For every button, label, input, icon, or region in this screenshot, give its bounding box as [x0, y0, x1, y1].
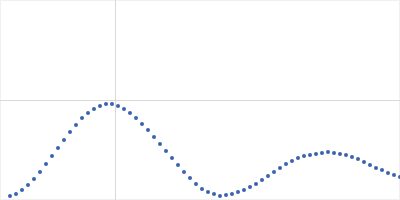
- point: [254, 182, 258, 186]
- point: [356, 157, 360, 161]
- point: [170, 156, 174, 160]
- point: [290, 159, 294, 163]
- point: [164, 149, 168, 153]
- point: [398, 175, 400, 179]
- point: [176, 163, 180, 167]
- point: [362, 160, 366, 164]
- point: [98, 104, 102, 108]
- point: [26, 183, 30, 187]
- point: [386, 171, 390, 175]
- point: [110, 102, 114, 106]
- point: [374, 166, 378, 170]
- point: [308, 153, 312, 157]
- point: [272, 170, 276, 174]
- point: [260, 178, 264, 182]
- point: [392, 173, 396, 177]
- point: [8, 194, 12, 198]
- point: [326, 150, 330, 154]
- point: [380, 168, 384, 172]
- point: [50, 154, 54, 158]
- point: [200, 187, 204, 191]
- point: [236, 190, 240, 194]
- point: [278, 166, 282, 170]
- point: [242, 188, 246, 192]
- point: [332, 151, 336, 155]
- point: [302, 154, 306, 158]
- point: [266, 174, 270, 178]
- point: [350, 155, 354, 159]
- points: [8, 102, 400, 198]
- point: [296, 156, 300, 160]
- point: [188, 176, 192, 180]
- point: [128, 111, 132, 115]
- plot-frame: [1, 1, 400, 200]
- point: [80, 116, 84, 120]
- point: [194, 182, 198, 186]
- point: [122, 107, 126, 111]
- point: [338, 152, 342, 156]
- point: [248, 185, 252, 189]
- point: [152, 135, 156, 139]
- point: [158, 142, 162, 146]
- point: [92, 107, 96, 111]
- point: [68, 130, 72, 134]
- point: [44, 162, 48, 166]
- point: [206, 190, 210, 194]
- point: [284, 162, 288, 166]
- point: [104, 102, 108, 106]
- point: [320, 151, 324, 155]
- chart: [0, 0, 400, 200]
- point: [134, 116, 138, 120]
- point: [116, 104, 120, 108]
- point: [140, 122, 144, 126]
- point: [344, 153, 348, 157]
- grid-line: [0, 100, 400, 101]
- point: [20, 188, 24, 192]
- point: [86, 111, 90, 115]
- point: [38, 170, 42, 174]
- point: [218, 194, 222, 198]
- point: [56, 146, 60, 150]
- point: [146, 128, 150, 132]
- point: [314, 152, 318, 156]
- point: [32, 177, 36, 181]
- point: [14, 192, 18, 196]
- point: [74, 123, 78, 127]
- point: [182, 170, 186, 174]
- point: [230, 192, 234, 196]
- point: [62, 138, 66, 142]
- point: [224, 193, 228, 197]
- point: [368, 163, 372, 167]
- point: [212, 192, 216, 196]
